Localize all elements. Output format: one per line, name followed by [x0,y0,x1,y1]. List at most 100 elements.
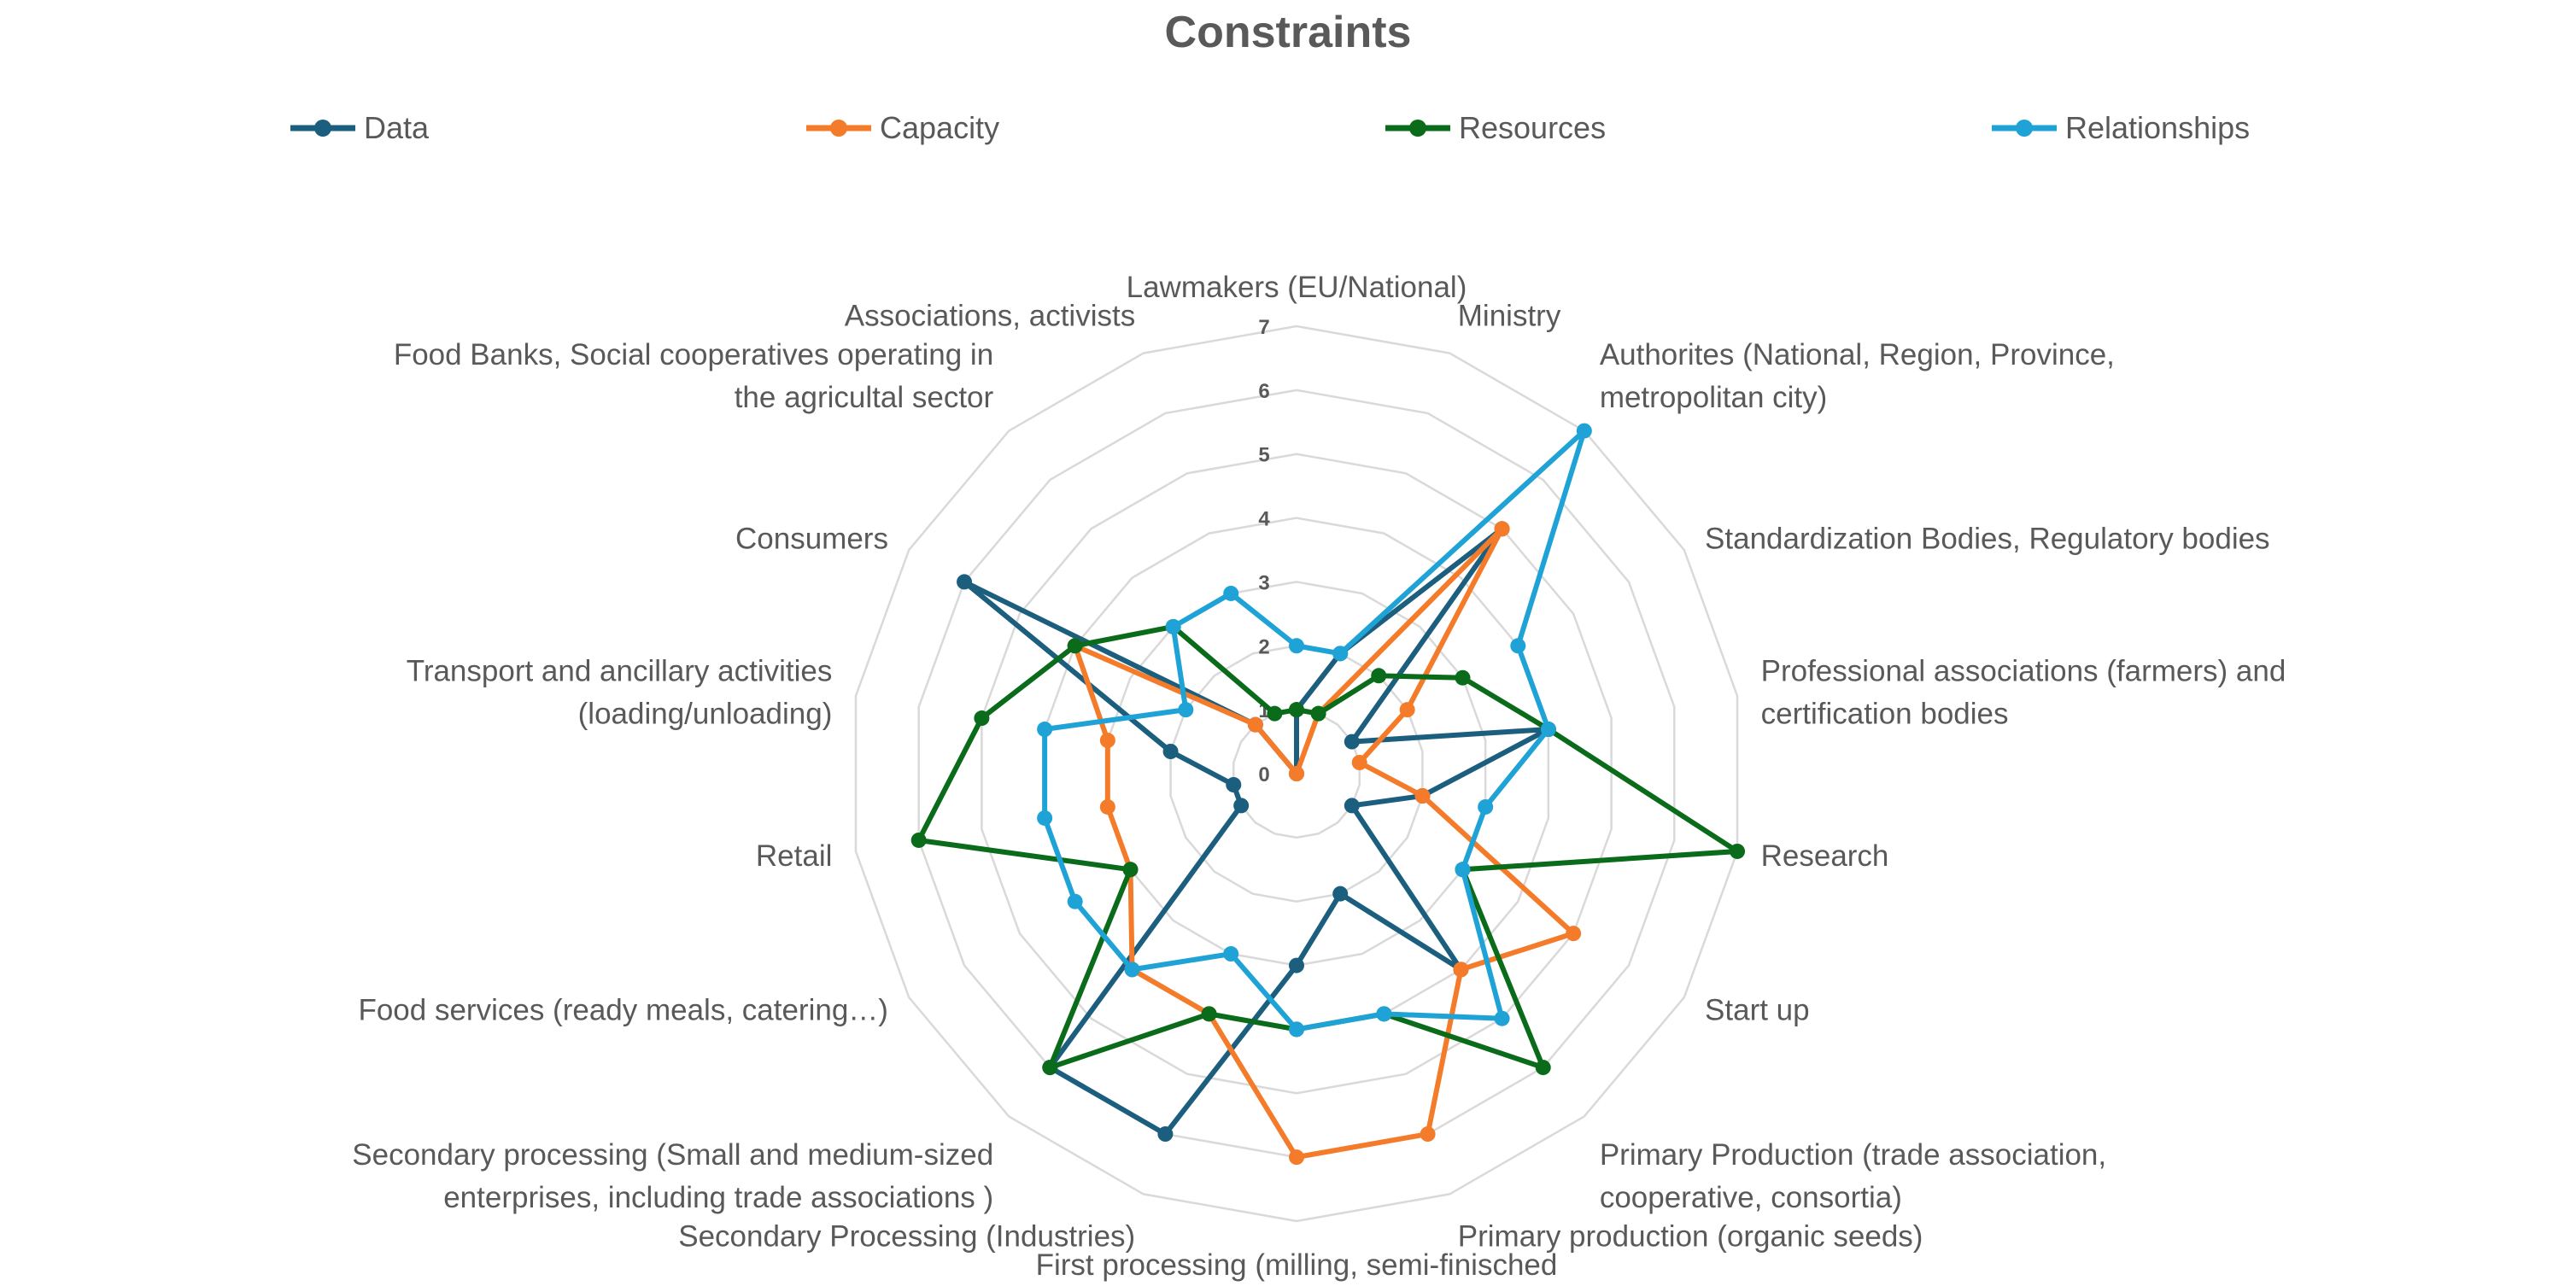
point-relationships-0 [1289,638,1304,654]
legend-swatch-marker [314,120,331,137]
category-label-15: Consumers [735,522,888,555]
point-capacity-5 [1414,787,1431,804]
point-capacity-2 [1494,521,1510,537]
legend-label: Relationships [2065,110,2250,145]
point-resources-5 [1730,843,1746,859]
point-data-14 [1162,744,1179,760]
point-relationships-3 [1510,638,1526,654]
category-label-12: Food services (ready meals, catering…) [358,993,888,1026]
point-capacity-8 [1420,1126,1436,1143]
point-resources-7 [1535,1060,1551,1076]
point-relationships-16 [1165,618,1181,634]
point-relationships-13 [1037,810,1053,826]
tick-label-4: 4 [1258,508,1270,531]
point-relationships-2 [1576,423,1592,439]
series-relationships [1037,423,1592,1038]
point-relationships-12 [1067,893,1083,909]
category-label-4: Professional associations (farmers) and c… [1761,654,2286,730]
point-capacity-6 [1566,926,1582,942]
point-resources-17 [1267,705,1283,722]
point-capacity-16 [1247,716,1263,733]
category-label-1: Ministry [1458,299,1561,332]
category-label-2: Authorites (National, Region, Province, m… [1600,338,2115,414]
category-label-10: Secondary Processing (Industries) [678,1220,1135,1254]
series-capacity [1067,521,1582,1166]
tick-label-2: 2 [1258,635,1269,658]
grid-ring-7 [854,324,1739,1223]
point-relationships-1 [1332,646,1349,662]
category-label-3: Standardization Bodies, Regulatory bodie… [1705,522,2270,555]
point-resources-15 [1067,638,1083,654]
point-data-15 [957,574,973,590]
point-capacity-4 [1351,755,1367,771]
tick-label-6: 6 [1258,380,1269,403]
point-capacity-13 [1099,798,1115,815]
point-data-13 [1226,776,1242,792]
point-data-12 [1233,798,1250,814]
point-relationships-17 [1223,585,1239,601]
category-label-5: Research [1761,839,1889,873]
legend-swatch-marker [830,120,847,137]
point-relationships-9 [1289,1021,1304,1038]
legend-item-data: Data [290,110,430,145]
series-line-resources [916,623,1741,1071]
point-relationships-4 [1540,722,1556,738]
legend-label: Resources [1459,110,1606,145]
point-relationships-10 [1223,946,1239,962]
category-label-9: First processing (milling, semi-finische… [1036,1248,1558,1286]
legend-item-capacity: Capacity [806,110,999,145]
point-relationships-15 [1178,702,1194,718]
point-data-10 [1157,1126,1174,1143]
tick-label-5: 5 [1258,444,1269,467]
legend-item-resources: Resources [1385,110,1606,145]
chart-title: Constraints [1165,8,1412,57]
point-resources-11 [1042,1060,1058,1076]
tick-label-7: 7 [1258,316,1269,339]
legend-label: Data [364,110,430,145]
point-relationships-7 [1494,1010,1510,1026]
point-data-8 [1332,886,1349,902]
point-resources-12 [1122,862,1139,878]
legend-swatch-marker [2016,120,2033,137]
category-label-14: Transport and ancillary activities (loadi… [407,654,833,730]
category-label-6: Start up [1705,993,1810,1026]
category-label-0: Lawmakers (EU/National) [1127,271,1467,304]
legend-label: Capacity [880,110,999,145]
point-resources-2 [1371,668,1387,684]
category-label-16: Food Banks, Social cooperatives operatin… [394,338,994,414]
point-relationships-8 [1376,1006,1392,1022]
point-resources-0 [1289,702,1304,718]
point-data-9 [1289,957,1304,973]
category-label-17: Associations, activists [845,299,1135,332]
point-resources-14 [974,710,990,727]
point-data-3 [1344,734,1360,750]
point-capacity-17 [1289,766,1304,781]
point-data-6 [1344,798,1360,814]
category-label-8: Primary production (organic seeds) [1458,1220,1923,1254]
category-label-11: Secondary processing (Small and medium-s… [352,1138,993,1214]
point-resources-3 [1455,669,1471,686]
point-relationships-14 [1037,722,1053,738]
point-resources-13 [910,832,927,848]
grid-ring-5 [981,453,1613,1095]
series-layer [910,423,1746,1166]
point-capacity-9 [1289,1149,1304,1166]
legend-item-relationships: Relationships [1992,110,2250,145]
point-relationships-5 [1478,798,1494,815]
legend: Data Capacity Resources Relationships [290,110,2250,145]
category-label-7: Primary Production (trade association, co… [1600,1138,2106,1214]
point-relationships-6 [1455,862,1471,878]
tick-label-3: 3 [1258,571,1269,594]
series-resources [910,618,1746,1076]
point-capacity-14 [1099,733,1115,749]
point-resources-10 [1201,1006,1217,1022]
category-labels: Lawmakers (EU/National)Ministry Authorite… [352,271,2286,1286]
point-capacity-7 [1453,962,1469,978]
legend-swatch-marker [1409,120,1426,137]
point-relationships-11 [1124,962,1140,978]
point-resources-1 [1310,705,1326,722]
point-capacity-3 [1399,702,1415,718]
category-label-13: Retail [756,839,832,873]
tick-label-0: 0 [1258,763,1269,786]
